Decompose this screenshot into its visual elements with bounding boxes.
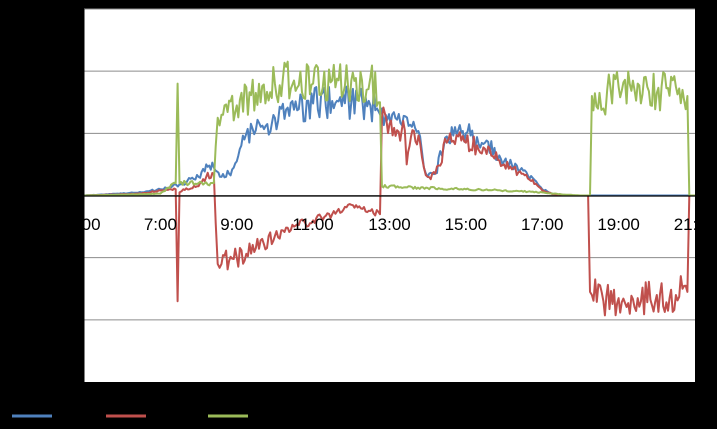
series-line-3 [84,60,695,197]
x-tick-label: 15:00 [445,215,488,234]
x-tick-label: 13:00 [368,215,411,234]
x-tick-label: 19:00 [597,215,640,234]
x-tick-label: 11:00 [292,215,333,234]
x-tick-label: 9:00 [220,215,253,234]
x-axis-tick-labels: 5:00 7:00 9:00 11:00 13:00 15:00 17:00 19:00 21:… [67,215,716,234]
series-line-2 [84,106,695,317]
x-tick-label: 21:00 [674,215,717,234]
x-tick-label: 17:00 [521,215,564,234]
x-tick-label: 7:00 [144,215,177,234]
